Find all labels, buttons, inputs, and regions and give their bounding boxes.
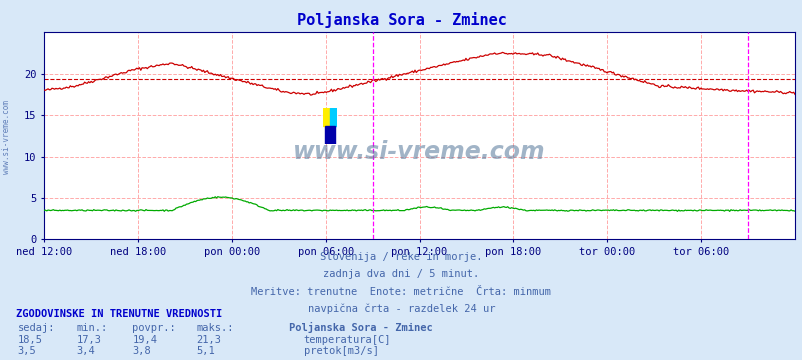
Text: min.:: min.: — [76, 323, 107, 333]
Text: Poljanska Sora - Zminec: Poljanska Sora - Zminec — [289, 322, 432, 333]
Text: ZGODOVINSKE IN TRENUTNE VREDNOSTI: ZGODOVINSKE IN TRENUTNE VREDNOSTI — [16, 309, 222, 319]
Text: 3,5: 3,5 — [18, 346, 36, 356]
Text: navpična črta - razdelek 24 ur: navpična črta - razdelek 24 ur — [307, 304, 495, 314]
Text: www.si-vreme.com: www.si-vreme.com — [293, 140, 545, 165]
Text: 18,5: 18,5 — [18, 335, 43, 345]
Text: maks.:: maks.: — [196, 323, 234, 333]
Text: Meritve: trenutne  Enote: metrične  Črta: minmum: Meritve: trenutne Enote: metrične Črta: … — [251, 287, 551, 297]
Text: 21,3: 21,3 — [196, 335, 221, 345]
Text: 19,4: 19,4 — [132, 335, 157, 345]
Text: sedaj:: sedaj: — [18, 323, 55, 333]
Text: www.si-vreme.com: www.si-vreme.com — [2, 100, 11, 174]
Text: 3,4: 3,4 — [76, 346, 95, 356]
Text: povpr.:: povpr.: — [132, 323, 176, 333]
Text: 3,8: 3,8 — [132, 346, 151, 356]
Text: temperatura[C]: temperatura[C] — [303, 335, 391, 345]
Text: 5,1: 5,1 — [196, 346, 215, 356]
Bar — [322, 108, 330, 126]
Bar — [330, 108, 337, 126]
Text: Poljanska Sora - Zminec: Poljanska Sora - Zminec — [296, 11, 506, 28]
Text: pretok[m3/s]: pretok[m3/s] — [303, 346, 378, 356]
Text: Slovenija / reke in morje.: Slovenija / reke in morje. — [320, 252, 482, 262]
Text: 17,3: 17,3 — [76, 335, 101, 345]
Text: zadnja dva dni / 5 minut.: zadnja dva dni / 5 minut. — [323, 269, 479, 279]
Bar — [325, 126, 334, 144]
